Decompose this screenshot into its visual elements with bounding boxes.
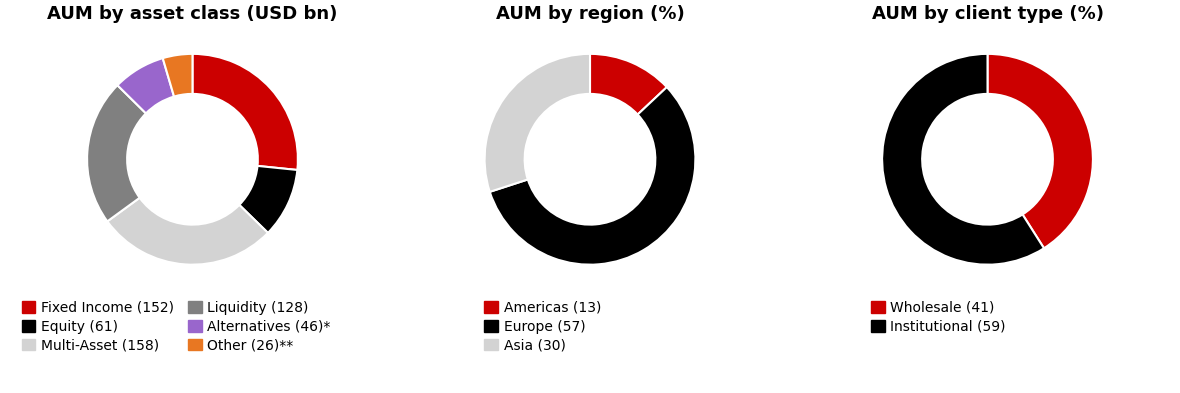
- Wedge shape: [590, 54, 667, 114]
- Legend: Wholesale (41), Institutional (59): Wholesale (41), Institutional (59): [868, 298, 1009, 336]
- Title: AUM by region (%): AUM by region (%): [496, 5, 684, 23]
- Wedge shape: [87, 85, 146, 221]
- Wedge shape: [490, 87, 695, 264]
- Wedge shape: [240, 166, 297, 233]
- Legend: Americas (13), Europe (57), Asia (30): Americas (13), Europe (57), Asia (30): [481, 298, 604, 355]
- Wedge shape: [192, 54, 297, 170]
- Legend: Fixed Income (152), Equity (61), Multi-Asset (158), Liquidity (128), Alternative: Fixed Income (152), Equity (61), Multi-A…: [19, 298, 334, 355]
- Title: AUM by asset class (USD bn): AUM by asset class (USD bn): [47, 5, 337, 23]
- Wedge shape: [118, 58, 173, 113]
- Wedge shape: [107, 198, 268, 264]
- Wedge shape: [883, 54, 1044, 264]
- Wedge shape: [163, 54, 192, 97]
- Wedge shape: [988, 54, 1093, 248]
- Wedge shape: [485, 54, 590, 192]
- Title: AUM by client type (%): AUM by client type (%): [872, 5, 1103, 23]
